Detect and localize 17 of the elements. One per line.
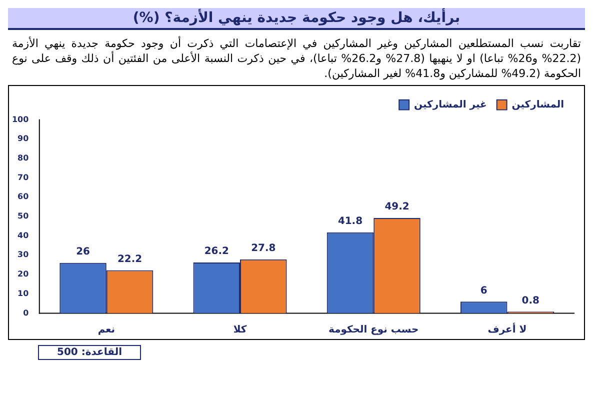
data-label: 26.2 [204,246,229,258]
x-tick-label: لا أعرف [488,322,527,336]
x-tick-label: حسب نوع الحكومة [328,324,419,336]
data-label: 0.8 [522,295,540,306]
data-label: 49.2 [384,202,410,213]
chart-title: برأيك، هل وجود حكومة جديدة ينهي الأزمة؟ (%) [8,8,585,30]
chart-subtitle: تقاربت نسب المستطلعين المشاركين وغير المشاركين في الإعتصامات التي ذكرت أن وجود حكومة جديدة ينهي الأزمة (22.2% و26% تباعا) او لا ينهيها (27.8% و26.2% تباعا)، في حين ذكرت النسبة الأعلى من الفئتين أن ذلك وقف على نوع الحكومة (49.2% للمشاركين و41.8% لغير المشاركين). [12,36,581,81]
legend-label: المشاركين [512,99,564,110]
data-label: 6 [480,285,488,296]
x-tick-label: نعم [98,324,115,336]
data-label: 27.8 [251,243,276,254]
data-label: 22.2 [117,254,142,265]
data-label: 26 [76,246,90,258]
data-label: 41.8 [338,216,363,227]
legend-label: غير المشاركين [414,99,487,110]
text: القاعدة: 500 [38,345,142,360]
x-tick-label: كلا [233,324,247,336]
